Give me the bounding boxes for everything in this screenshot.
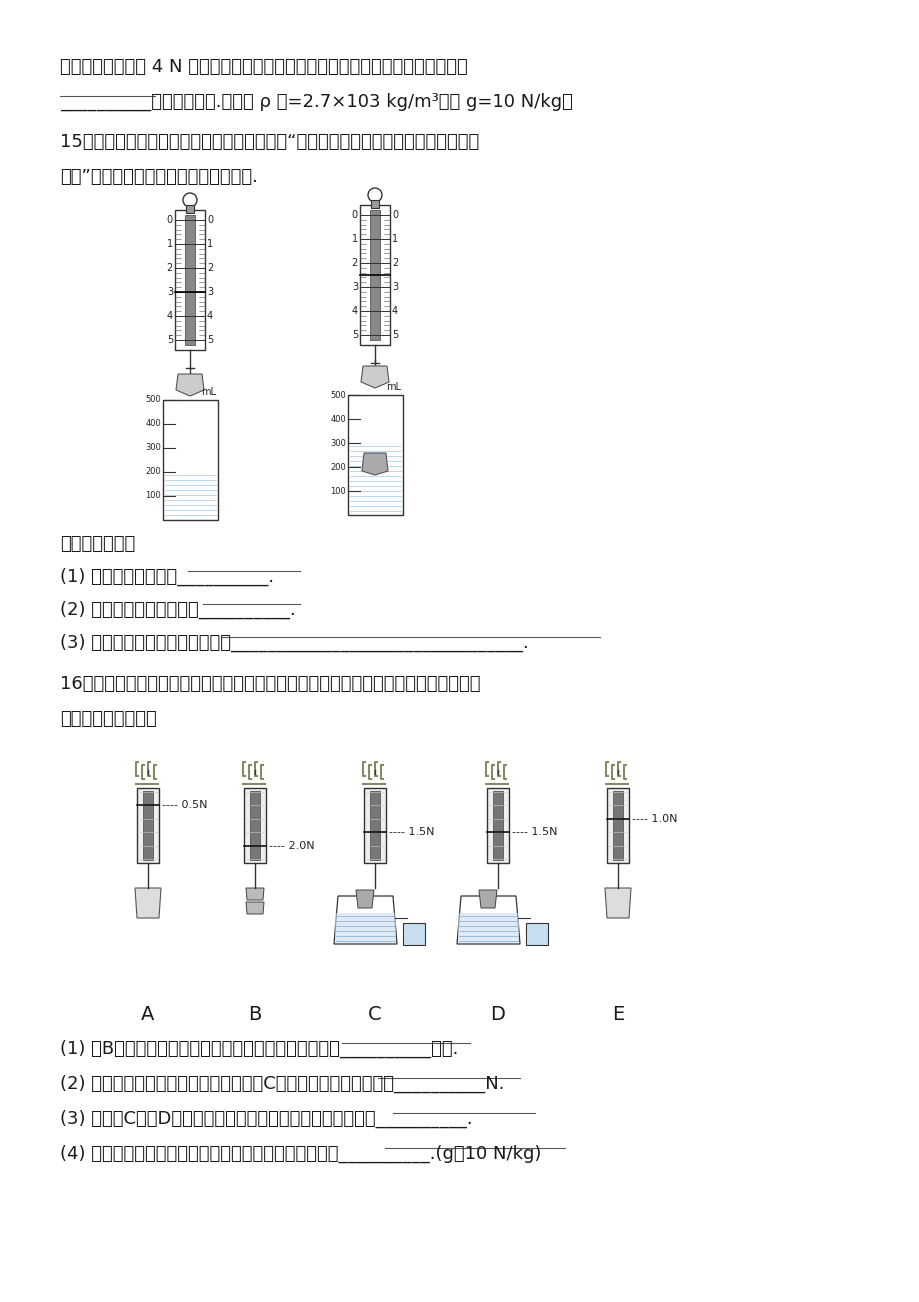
Text: 1: 1 [166, 240, 173, 249]
Text: C: C [368, 1005, 381, 1023]
Text: 2: 2 [207, 263, 213, 273]
Text: 用一根最多能承受 4 N 拉力的细绳系住铝球缓慢向上拉，当铝球露出水面的体积为: 用一根最多能承受 4 N 拉力的细绳系住铝球缓慢向上拉，当铝球露出水面的体积为 [60, 59, 467, 76]
Text: 100: 100 [145, 491, 161, 500]
Text: 3: 3 [166, 286, 173, 297]
Bar [347, 395, 403, 516]
Bar [250, 792, 260, 861]
Bar [612, 792, 622, 861]
Text: ---- 0.5N: ---- 0.5N [162, 801, 208, 810]
Polygon shape [361, 453, 388, 475]
Text: B: B [248, 1005, 261, 1023]
Bar [175, 210, 205, 350]
Text: 0: 0 [351, 210, 357, 220]
Text: 5: 5 [391, 329, 398, 340]
Text: ---- 2.0N: ---- 2.0N [268, 841, 314, 850]
Bar [348, 443, 402, 514]
Text: (1) 图B中用细线将合金块挂在弹簧测力计下，测出它的__________大小.: (1) 图B中用细线将合金块挂在弹簧测力计下，测出它的__________大小. [60, 1040, 458, 1059]
Polygon shape [457, 896, 519, 944]
Text: 2: 2 [166, 263, 173, 273]
Text: 1: 1 [351, 234, 357, 243]
Circle shape [183, 193, 197, 207]
Text: 2: 2 [351, 258, 357, 268]
Text: 100: 100 [330, 487, 346, 496]
Bar [458, 913, 518, 943]
Text: 4: 4 [351, 306, 357, 316]
Polygon shape [245, 902, 264, 914]
Text: 300: 300 [145, 444, 161, 453]
Text: 400: 400 [145, 419, 161, 428]
Text: 200: 200 [330, 462, 346, 471]
Text: 15．某同学用弹簧测力计、量筒、水和石块做“探究浮力与物体所排开的液体的重力的: 15．某同学用弹簧测力计、量筒、水和石块做“探究浮力与物体所排开的液体的重力的 [60, 133, 479, 151]
Text: 5: 5 [207, 335, 213, 345]
Polygon shape [176, 374, 204, 396]
Text: 据此可以得出：: 据此可以得出： [60, 535, 135, 553]
Bar [359, 204, 390, 345]
Text: A: A [142, 1005, 154, 1023]
Text: 0: 0 [207, 215, 213, 225]
Text: 1: 1 [207, 240, 213, 249]
Text: ---- 1.5N: ---- 1.5N [389, 827, 434, 837]
Text: 4: 4 [391, 306, 398, 316]
Bar [403, 923, 425, 944]
Bar [493, 792, 503, 861]
Polygon shape [605, 888, 630, 918]
Polygon shape [360, 366, 389, 388]
Bar [486, 788, 508, 863]
Text: 2: 2 [391, 258, 398, 268]
Text: __________时绳子会拉断.（已知 ρ 铝=2.7×103 kg/m³，取 g=10 N/kg）: __________时绳子会拉断.（已知 ρ 铝=2.7×103 kg/m³，取… [60, 92, 573, 111]
Bar [527, 931, 547, 944]
Text: (3) 本探究实验可以得出的结论：________________________________.: (3) 本探究实验可以得出的结论：_______________________… [60, 634, 528, 652]
Text: 关系”实验，实验中的几个情景如图所示.: 关系”实验，实验中的几个情景如图所示. [60, 168, 257, 186]
Text: 4: 4 [166, 311, 173, 322]
Text: 0: 0 [166, 215, 173, 225]
Bar [164, 473, 217, 519]
Bar [137, 788, 159, 863]
Text: 4: 4 [207, 311, 213, 322]
Text: 500: 500 [145, 396, 161, 405]
Text: 3: 3 [391, 283, 398, 292]
Bar [369, 792, 380, 861]
Text: 0: 0 [391, 210, 398, 220]
Bar [369, 210, 380, 340]
Text: mL: mL [200, 387, 216, 397]
Text: (1) 石块所受的浮力：__________.: (1) 石块所受的浮力：__________. [60, 568, 274, 586]
Text: mL: mL [386, 381, 401, 392]
Bar [526, 923, 548, 944]
Polygon shape [479, 891, 496, 907]
Text: 了如图所示的实验：: 了如图所示的实验： [60, 710, 156, 728]
Text: (4) 该同学做完实验总结出规律后，计算合金块的密度是__________.(g取10 N/kg): (4) 该同学做完实验总结出规律后，计算合金块的密度是__________.(g… [60, 1144, 540, 1163]
Bar [403, 931, 424, 944]
Text: (2) 将合金块浸入装满水的溢水杯中如图C所示，合金块所受浮力是__________N.: (2) 将合金块浸入装满水的溢水杯中如图C所示，合金块所受浮力是________… [60, 1075, 504, 1094]
Text: 16．为了探究浸在液体中的物体所受的浮力跟它排开液体所受重力的关系，某同学进行: 16．为了探究浸在液体中的物体所受的浮力跟它排开液体所受重力的关系，某同学进行 [60, 674, 480, 693]
Polygon shape [245, 888, 264, 900]
Text: ---- 1.0N: ---- 1.0N [631, 814, 676, 824]
Text: 3: 3 [207, 286, 213, 297]
Text: 5: 5 [166, 335, 173, 345]
Text: 3: 3 [351, 283, 357, 292]
Circle shape [368, 187, 381, 202]
Bar [607, 788, 629, 863]
Polygon shape [356, 891, 374, 907]
Bar [335, 913, 395, 943]
Text: 200: 200 [145, 467, 161, 477]
Text: E: E [611, 1005, 623, 1023]
Text: (3) 比较图C和图D可知，合金块在水中所受浮力与浸没的深度__________.: (3) 比较图C和图D可知，合金块在水中所受浮力与浸没的深度__________… [60, 1111, 472, 1129]
Text: (2) 石块排开的水的重力：__________.: (2) 石块排开的水的重力：__________. [60, 602, 295, 620]
Polygon shape [334, 896, 397, 944]
Text: 400: 400 [330, 414, 346, 423]
Text: 500: 500 [330, 391, 346, 400]
Text: 5: 5 [351, 329, 357, 340]
Bar [244, 788, 266, 863]
Text: 1: 1 [391, 234, 398, 243]
Bar [163, 400, 218, 519]
Bar [370, 201, 379, 208]
Bar [186, 204, 194, 214]
Text: 300: 300 [330, 439, 346, 448]
Bar [364, 788, 386, 863]
Text: ---- 1.5N: ---- 1.5N [512, 827, 557, 837]
Text: D: D [490, 1005, 505, 1023]
Bar [185, 215, 195, 345]
Bar [142, 792, 153, 861]
Polygon shape [135, 888, 161, 918]
